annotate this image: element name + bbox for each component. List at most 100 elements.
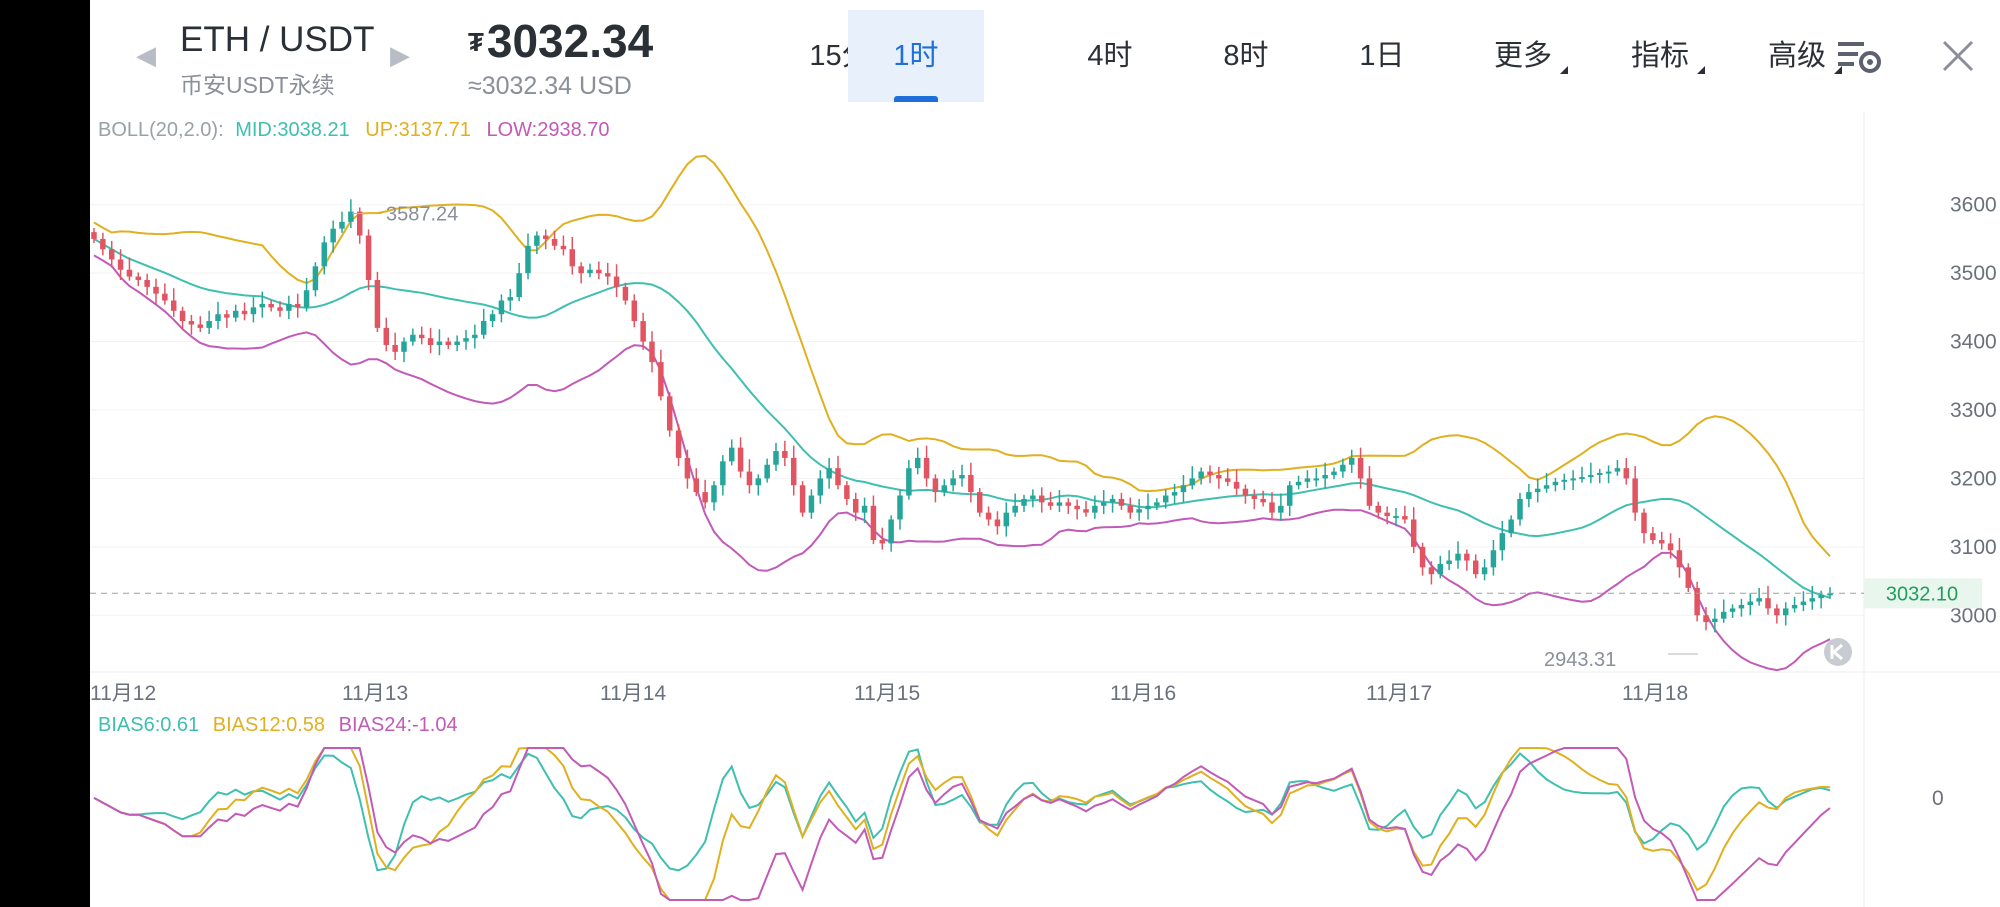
candle-body — [1127, 505, 1134, 513]
candle-body — [870, 505, 877, 540]
candle-body — [1641, 512, 1647, 534]
tab-1d[interactable]: 1日 — [1322, 10, 1442, 102]
candle-body — [1490, 550, 1497, 568]
candle-body — [1056, 502, 1063, 506]
candle-body — [91, 232, 97, 239]
candle-body — [1579, 477, 1585, 480]
candle-body — [1180, 485, 1187, 493]
candle-body — [640, 321, 646, 342]
chart-area[interactable]: BOLL(20,2.0): MID:3038.21 UP:3137.71 LOW… — [90, 0, 2000, 907]
candle-body — [1596, 472, 1603, 475]
candle-body — [622, 286, 629, 301]
candle-body — [401, 341, 407, 352]
candle-body — [1145, 505, 1151, 510]
currency-symbol: ₮ — [468, 27, 484, 57]
candle-body — [720, 461, 726, 486]
candle-body — [1313, 478, 1320, 481]
candle-body — [1552, 481, 1559, 486]
candle-body — [1207, 471, 1213, 475]
candle-body — [1658, 540, 1665, 544]
price-axis: 3600 3500 3400 3300 3200 3100 3000 — [1950, 194, 1997, 628]
candle-body — [604, 273, 611, 277]
candle-body — [197, 324, 204, 328]
candle-body — [1508, 519, 1514, 534]
candle-body — [542, 235, 549, 239]
current-price-badge — [1864, 578, 1982, 609]
candle-body — [941, 485, 948, 493]
boll-lower-line — [93, 254, 1831, 672]
tab-1h[interactable]: 1时 — [848, 10, 984, 102]
candle-body — [418, 334, 425, 339]
candle-body — [1694, 587, 1700, 616]
bias-lines — [93, 747, 1831, 901]
candle-body — [1534, 488, 1541, 493]
candlesticks — [91, 199, 1833, 633]
candle-body — [1419, 546, 1426, 568]
candle-body — [587, 269, 593, 274]
tab-label: 1时 — [893, 40, 939, 72]
pair-title[interactable]: ETH / USDT — [180, 20, 375, 59]
next-pair-icon[interactable]: ▶ — [390, 40, 410, 70]
candle-body — [100, 238, 106, 250]
tab-indicators[interactable]: 指标 — [1595, 10, 1725, 102]
candle-body — [144, 280, 150, 287]
candle-body — [1827, 593, 1833, 596]
x-tick-label: 11月17 — [1366, 682, 1432, 705]
candle-body — [879, 540, 886, 544]
candle-body — [1083, 509, 1089, 513]
candle-body — [286, 303, 292, 311]
candle-body — [852, 498, 859, 513]
price-usd: ≈3032.34 USD — [468, 72, 632, 100]
x-tick-label: 11月13 — [342, 682, 408, 705]
candle-body — [782, 451, 788, 458]
candle-body — [463, 338, 469, 342]
x-tick-label: 11月14 — [600, 682, 666, 705]
bias12-line — [93, 747, 1831, 901]
x-tick-label: 11月12 — [90, 682, 156, 705]
bias12-label: BIAS12:0.58 — [213, 714, 325, 736]
candle-body — [914, 457, 921, 469]
tab-4h[interactable]: 4时 — [1050, 10, 1170, 102]
bias-legend: BIAS6:0.61 BIAS12:0.58 BIAS24:-1.04 — [98, 714, 458, 736]
boll-up-label: UP:3137.71 — [365, 119, 471, 141]
candle-body — [1747, 601, 1754, 605]
candle-body — [312, 266, 319, 291]
tab-8h[interactable]: 8时 — [1186, 10, 1306, 102]
jump-to-latest-icon[interactable] — [1824, 638, 1852, 666]
x-tick-label: 11月18 — [1622, 682, 1688, 705]
candle-body — [241, 310, 248, 315]
candle-body — [1561, 479, 1568, 482]
candle-body — [1216, 475, 1222, 479]
header: ◀ ETH / USDT 币安USDT永续 ▶ ₮3032.34 ≈3032.3… — [90, 0, 2000, 112]
close-icon[interactable] — [1940, 38, 1976, 74]
candle-body — [826, 468, 832, 479]
candle-body — [1100, 502, 1107, 506]
candle-body — [728, 447, 735, 462]
prev-pair-icon[interactable]: ◀ — [136, 40, 156, 70]
chart-settings-icon[interactable] — [1838, 36, 1882, 76]
tab-advanced[interactable]: 高级 — [1732, 10, 1862, 102]
candle-body — [534, 235, 540, 246]
candle-body — [1030, 495, 1036, 499]
dropdown-corner-icon — [1560, 66, 1568, 74]
candle-body — [817, 478, 824, 496]
candle-body — [321, 242, 328, 267]
y-tick-label: 3000 — [1950, 604, 1997, 627]
bias6-line — [93, 748, 1831, 872]
candle-body — [1393, 516, 1399, 519]
candle-body — [649, 341, 655, 363]
candle-body — [861, 505, 868, 513]
candle-body — [1437, 563, 1444, 575]
candle-body — [1570, 478, 1576, 481]
tab-label: 8时 — [1223, 40, 1269, 72]
tab-more[interactable]: 更多 — [1458, 10, 1588, 102]
candle-body — [1304, 478, 1311, 482]
candle-body — [808, 495, 815, 513]
candle-body — [1756, 598, 1762, 602]
candle-body — [1189, 478, 1196, 486]
candle-body — [392, 345, 398, 352]
candle-body — [1384, 512, 1390, 517]
candle-body — [215, 314, 221, 322]
candle-body — [410, 334, 416, 342]
candle-body — [985, 512, 992, 520]
